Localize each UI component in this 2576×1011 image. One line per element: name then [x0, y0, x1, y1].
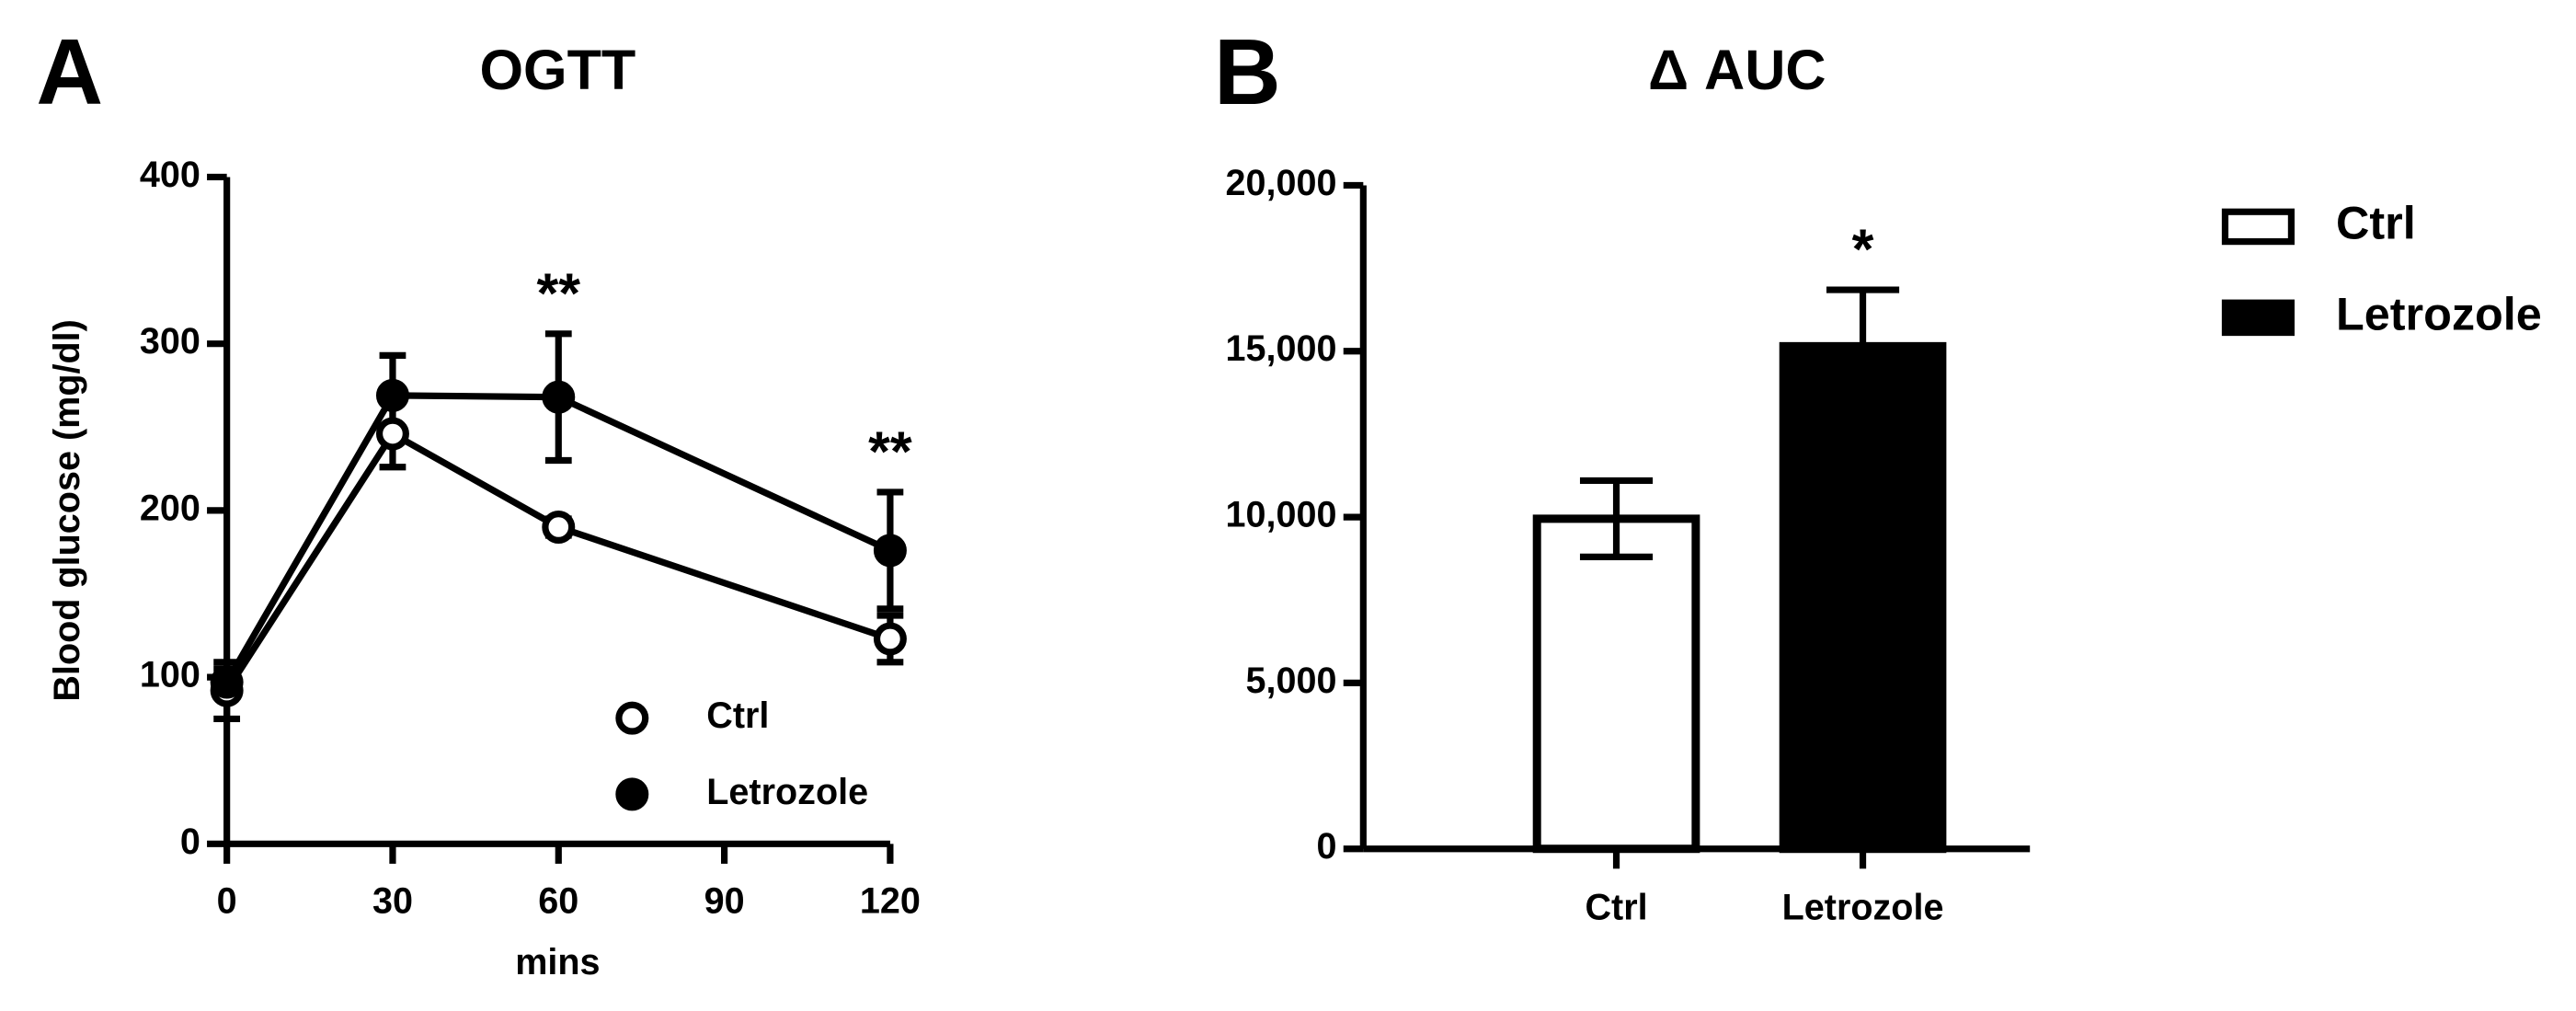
- legend-label: Ctrl: [2336, 197, 2416, 249]
- bar: [1532, 514, 1700, 854]
- panel-label: A: [36, 21, 103, 124]
- x-tick-label: 90: [704, 881, 745, 922]
- marker: [542, 511, 576, 545]
- y-axis-label: Blood glucose (mg/dl): [47, 319, 87, 701]
- y-tick-label: 300: [140, 321, 200, 362]
- y-tick-label: 15,000: [1226, 328, 1337, 369]
- legend-label: Ctrl: [706, 695, 769, 736]
- marker: [873, 534, 907, 568]
- y-tick-label: 0: [180, 821, 200, 862]
- x-axis-label: mins: [515, 942, 600, 982]
- annotation: *: [1852, 218, 1874, 281]
- x-tick-label: Ctrl: [1585, 888, 1647, 928]
- marker: [873, 622, 907, 656]
- y-tick-label: 100: [140, 655, 200, 695]
- x-tick-label: 120: [860, 881, 921, 922]
- y-tick-label: 0: [1317, 826, 1337, 867]
- x-tick-label: 0: [217, 881, 237, 922]
- legend-marker: [615, 777, 649, 811]
- annotation: **: [536, 261, 580, 324]
- marker: [375, 378, 409, 412]
- x-tick-label: Letrozole: [1782, 888, 1944, 928]
- marker: [375, 417, 409, 451]
- series-line: [223, 429, 892, 693]
- legend-swatch: [2221, 299, 2296, 337]
- panel-label: B: [1214, 21, 1281, 124]
- y-tick-label: 400: [140, 155, 200, 195]
- legend-marker: [615, 701, 649, 735]
- annotation: **: [868, 420, 912, 483]
- chart-title: Δ AUC: [1648, 39, 1826, 101]
- x-tick-label: 30: [372, 881, 413, 922]
- y-tick-label: 200: [140, 488, 200, 528]
- x-tick-label: 60: [538, 881, 578, 922]
- chart-title: OGTT: [479, 39, 635, 101]
- y-tick-label: 20,000: [1226, 163, 1337, 203]
- error-bar: [1579, 477, 1654, 560]
- legend-swatch: [2221, 208, 2296, 246]
- y-tick-label: 10,000: [1226, 495, 1337, 535]
- marker: [542, 380, 576, 414]
- error-bar: [1826, 286, 1900, 407]
- y-tick-label: 5,000: [1246, 661, 1337, 701]
- legend-label: Letrozole: [706, 772, 868, 812]
- bar: [1779, 341, 1947, 854]
- marker: [210, 665, 244, 699]
- legend-label: Letrozole: [2336, 288, 2542, 340]
- series-line: [223, 392, 892, 684]
